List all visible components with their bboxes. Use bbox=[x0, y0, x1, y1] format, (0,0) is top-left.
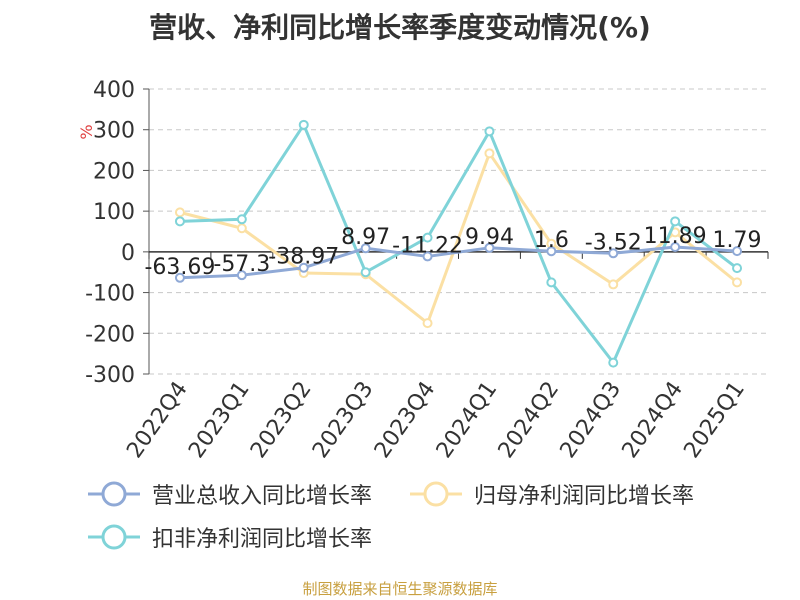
data-point-2 bbox=[608, 357, 619, 368]
data-label: 1.6 bbox=[534, 228, 569, 253]
legend-item-revenue[interactable]: 营业总收入同比增长率 bbox=[86, 478, 372, 510]
data-label: 8.97 bbox=[341, 225, 390, 250]
data-label: -38.97 bbox=[268, 245, 339, 270]
data-point-2 bbox=[422, 232, 433, 243]
data-point-2 bbox=[174, 216, 185, 227]
data-point-0 bbox=[236, 270, 247, 281]
y-tick-label: 0 bbox=[121, 241, 135, 266]
x-tick-label: 2023Q4 bbox=[370, 377, 441, 463]
data-point-2 bbox=[546, 277, 557, 288]
data-point-1 bbox=[484, 148, 495, 159]
data-point-0 bbox=[174, 272, 185, 283]
data-point-1 bbox=[732, 277, 743, 288]
legend-item-net-profit[interactable]: 归母净利润同比增长率 bbox=[408, 478, 694, 510]
legend-label-revenue: 营业总收入同比增长率 bbox=[152, 484, 373, 509]
data-label: 11.89 bbox=[644, 224, 707, 249]
series-line-1 bbox=[179, 151, 738, 325]
data-point-0 bbox=[670, 242, 681, 253]
data-label: -63.69 bbox=[144, 255, 215, 280]
x-tick-label: 2023Q2 bbox=[246, 377, 317, 463]
legend-label-deducted: 扣非净利润同比增长率 bbox=[152, 527, 373, 552]
data-point-2 bbox=[236, 214, 247, 225]
data-label: -11.22 bbox=[392, 233, 463, 258]
y-tick-label: 300 bbox=[93, 119, 135, 144]
x-tick-label: 2023Q1 bbox=[184, 377, 255, 463]
data-point-0 bbox=[546, 246, 557, 257]
legend-revenue-icon bbox=[88, 481, 140, 507]
data-label: -57.3 bbox=[213, 252, 270, 277]
y-tick-label: -300 bbox=[85, 363, 135, 388]
x-tick-label: 2022Q4 bbox=[122, 377, 193, 463]
x-tick-label: 2023Q3 bbox=[308, 377, 379, 463]
data-point-1 bbox=[608, 279, 619, 290]
data-point-2 bbox=[670, 216, 681, 227]
data-point-0 bbox=[298, 262, 309, 273]
data-point-0 bbox=[422, 251, 433, 262]
y-tick-label: 200 bbox=[93, 159, 135, 184]
data-point-0 bbox=[484, 242, 495, 253]
x-tick-label: 2025Q1 bbox=[679, 377, 750, 463]
data-point-1 bbox=[422, 318, 433, 329]
y-tick-label: -100 bbox=[85, 282, 135, 307]
data-point-1 bbox=[174, 207, 185, 218]
legend-deducted-icon bbox=[88, 524, 140, 550]
data-label: -3.52 bbox=[585, 230, 642, 255]
legend-net-profit-icon bbox=[410, 481, 462, 507]
data-point-0 bbox=[732, 246, 743, 257]
y-tick-label: 400 bbox=[93, 78, 135, 103]
x-tick-label: 2024Q2 bbox=[494, 377, 565, 463]
series-line-0 bbox=[179, 245, 738, 280]
legend-item-deducted[interactable]: 扣非净利润同比增长率 bbox=[86, 521, 372, 553]
source-note: 制图数据来自恒生聚源数据库 bbox=[302, 580, 498, 598]
x-tick-label: 2024Q3 bbox=[556, 377, 627, 463]
data-label: 9.94 bbox=[465, 225, 514, 250]
data-point-2 bbox=[298, 119, 309, 130]
data-point-2 bbox=[484, 126, 495, 137]
y-tick-label: -200 bbox=[85, 322, 135, 347]
chart-title: 营收、净利同比增长率季度变动情况(%) bbox=[149, 11, 651, 44]
data-point-0 bbox=[608, 248, 619, 259]
y-tick-label: 100 bbox=[93, 200, 135, 225]
x-tick-label: 2024Q4 bbox=[618, 377, 689, 463]
data-label: 1.79 bbox=[713, 228, 762, 253]
data-point-1 bbox=[236, 223, 247, 234]
series-line-2 bbox=[179, 123, 738, 365]
data-point-2 bbox=[732, 263, 743, 274]
data-point-0 bbox=[360, 243, 371, 254]
data-point-2 bbox=[360, 267, 371, 278]
y-axis-label: % bbox=[77, 124, 96, 139]
x-tick-label: 2024Q1 bbox=[432, 377, 503, 463]
legend-label-net-profit: 归母净利润同比增长率 bbox=[474, 484, 695, 509]
